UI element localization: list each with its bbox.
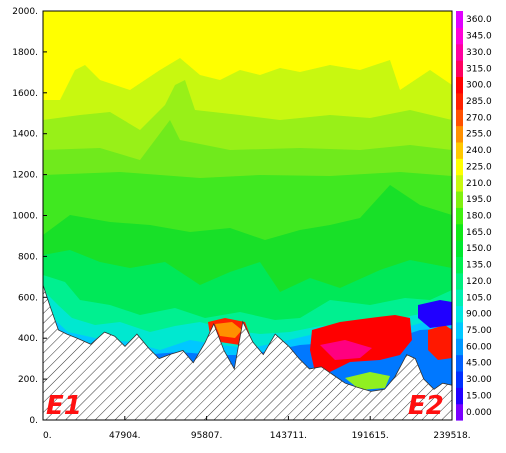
colorbar-label: 15.00 bbox=[466, 391, 492, 401]
colorbar-label: 165.0 bbox=[466, 228, 492, 238]
colorbar-swatch bbox=[456, 158, 463, 176]
y-tick-label: 800. bbox=[18, 252, 38, 262]
colorbar-label: 345.0 bbox=[466, 32, 492, 42]
colorbar-label: 315.0 bbox=[466, 64, 492, 74]
colorbar-swatch bbox=[456, 305, 463, 323]
contour-field bbox=[43, 11, 452, 420]
colorbar-label: 60.00 bbox=[466, 342, 492, 352]
x-tick-label: 143711. bbox=[270, 431, 307, 441]
colorbar-swatch bbox=[456, 60, 463, 78]
y-tick-label: 1000. bbox=[12, 212, 38, 222]
colorbar-label: 150.0 bbox=[466, 244, 492, 254]
colorbar-label: 135.0 bbox=[466, 261, 492, 271]
colorbar-label: 90.00 bbox=[466, 310, 492, 320]
colorbar-label: 45.00 bbox=[466, 359, 492, 369]
y-tick-label: 1200. bbox=[12, 171, 38, 181]
colorbar-swatch bbox=[456, 92, 463, 110]
colorbar-label: 270.0 bbox=[466, 113, 492, 123]
x-tick-label: 0. bbox=[43, 431, 52, 441]
terrain-hatch bbox=[43, 284, 452, 420]
colorbar-swatch bbox=[456, 321, 463, 339]
colorbar-label: 75.00 bbox=[466, 326, 492, 336]
y-tick-label: 0. bbox=[29, 416, 38, 426]
y-axis-ticks: 0. 200. 400. 600. 800. 1000. 1200. 1400. 1600. 18… bbox=[12, 7, 47, 426]
colorbar-label: 225.0 bbox=[466, 162, 492, 172]
y-tick-label: 400. bbox=[18, 334, 38, 344]
y-tick-label: 200. bbox=[18, 375, 38, 385]
colorbar-swatch bbox=[456, 403, 463, 421]
colorbar-label: 255.0 bbox=[466, 130, 492, 140]
colorbar-swatch bbox=[456, 11, 463, 28]
colorbar-swatch bbox=[456, 223, 463, 241]
colorbar-label: 180.0 bbox=[466, 212, 492, 222]
colorbar-label: 0.000 bbox=[466, 408, 492, 418]
colorbar-swatch bbox=[456, 354, 463, 372]
y-tick-label: 1400. bbox=[12, 130, 38, 140]
colorbar-label: 195.0 bbox=[466, 195, 492, 205]
x-tick-label: 95807. bbox=[191, 431, 223, 441]
colorbar-label: 300.0 bbox=[466, 81, 492, 91]
colorbar-swatch bbox=[456, 109, 463, 127]
colorbar-label: 120.0 bbox=[466, 277, 492, 287]
annotation-e2: E2 bbox=[408, 391, 444, 421]
colorbar-swatch bbox=[456, 240, 463, 257]
x-tick-label: 191615. bbox=[352, 431, 389, 441]
contour-hotspot-right-pink bbox=[320, 340, 372, 360]
x-axis-ticks: 0. 47904. 95807. 143711. 191615. 239518. bbox=[42, 416, 471, 441]
x-tick-label: 47904. bbox=[109, 431, 141, 441]
colorbar-swatch bbox=[456, 387, 463, 405]
colorbar-label: 330.0 bbox=[466, 48, 492, 58]
x-tick-label: 239518. bbox=[433, 431, 470, 441]
colorbar-swatch bbox=[456, 272, 463, 290]
y-tick-label: 1600. bbox=[12, 89, 38, 99]
colorbar-swatch bbox=[456, 256, 463, 274]
colorbar-swatch bbox=[456, 125, 463, 143]
colorbar-swatch bbox=[456, 370, 463, 388]
colorbar-label: 285.0 bbox=[466, 97, 492, 107]
contour-hotspot-center-inner bbox=[215, 322, 242, 338]
colorbar-label: 105.0 bbox=[466, 293, 492, 303]
colorbar-swatch bbox=[456, 141, 463, 159]
colorbar-swatch bbox=[456, 207, 463, 225]
colorbar-label: 240.0 bbox=[466, 146, 492, 156]
annotation-e1: E1 bbox=[46, 391, 82, 421]
contour-lower-green bbox=[345, 372, 390, 390]
colorbar-swatch bbox=[456, 338, 463, 356]
y-tick-label: 2000. bbox=[12, 7, 38, 17]
colorbar-swatch bbox=[456, 190, 463, 208]
contour-hotspot-e2 bbox=[428, 325, 452, 360]
colorbar-swatch bbox=[456, 289, 463, 307]
y-tick-label: 600. bbox=[18, 293, 38, 303]
colorbar-label: 210.0 bbox=[466, 179, 492, 189]
contour-hotspot-e2-blue bbox=[418, 300, 452, 328]
colorbar-swatch bbox=[456, 174, 463, 192]
colorbar: 0.000 15.00 30.00 45.00 60.00 75.00 90.00 105.0… bbox=[456, 11, 492, 421]
colorbar-label: 360.0 bbox=[466, 15, 492, 25]
colorbar-swatch bbox=[456, 27, 463, 45]
colorbar-swatch bbox=[456, 43, 463, 61]
colorbar-swatch bbox=[456, 76, 463, 94]
colorbar-label: 30.00 bbox=[466, 375, 492, 385]
y-tick-label: 1800. bbox=[12, 48, 38, 58]
